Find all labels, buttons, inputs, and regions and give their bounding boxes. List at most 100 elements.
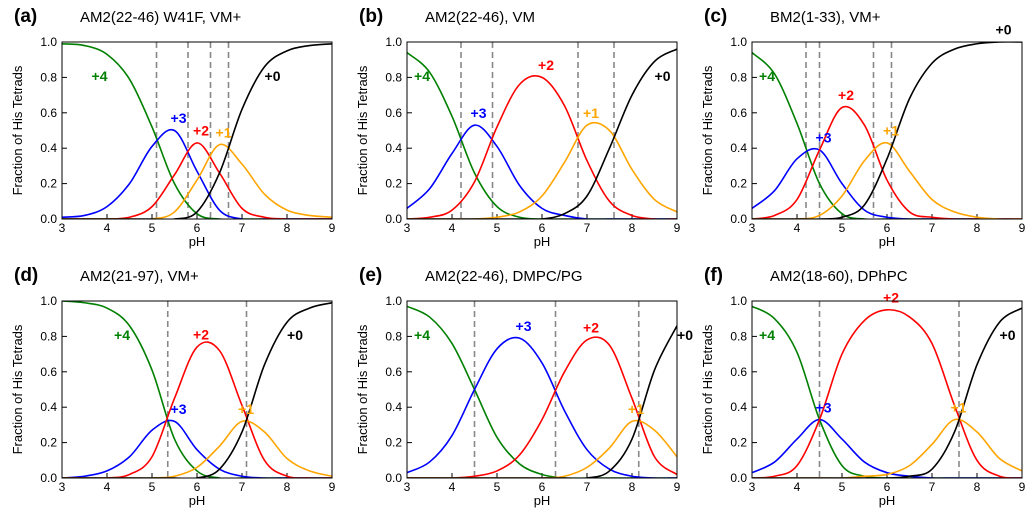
x-axis-label: pH (534, 493, 551, 508)
x-axis-label: pH (879, 234, 896, 249)
x-tick-label: 3 (59, 480, 66, 494)
x-tick-label: 9 (1019, 480, 1026, 494)
y-tick-label: 1.0 (730, 294, 747, 308)
series-label: +4 (759, 327, 775, 343)
x-tick-label: 3 (749, 480, 756, 494)
y-tick-label: 0.2 (385, 436, 402, 450)
series-line (407, 121, 677, 219)
x-axis-label: pH (189, 234, 206, 249)
x-tick-label: 6 (539, 480, 546, 494)
series-label: +2 (583, 320, 599, 336)
series-label: +1 (216, 124, 232, 140)
y-tick-label: 0.6 (385, 365, 402, 379)
y-tick-label: 0.2 (730, 177, 747, 191)
x-tick-label: 4 (794, 221, 801, 235)
y-axis-label: Fraction of His Tetrads (700, 324, 715, 454)
series-label: +2 (838, 87, 854, 103)
x-tick-label: 7 (584, 480, 591, 494)
y-axis-label: Fraction of His Tetrads (10, 65, 25, 195)
series-label: +1 (628, 401, 644, 417)
x-tick-label: 4 (794, 480, 801, 494)
series-line (752, 308, 1022, 478)
y-axis-label: Fraction of His Tetrads (700, 65, 715, 195)
y-tick-label: 0.0 (385, 212, 402, 226)
curves (752, 305, 1022, 478)
plot-frame (61, 41, 333, 220)
panel-title: AM2(22-46), VM (425, 9, 535, 26)
series-line (752, 147, 1022, 219)
series-line (407, 51, 677, 219)
series-label: +3 (171, 110, 187, 126)
y-tick-label: 0.4 (730, 400, 747, 414)
curves (62, 42, 332, 219)
x-tick-label: 5 (839, 480, 846, 494)
x-tick-label: 3 (404, 221, 411, 235)
series-label: +4 (92, 68, 108, 84)
series-line (752, 418, 1022, 478)
curves (752, 42, 1022, 219)
series-label: +4 (759, 68, 775, 84)
x-tick-label: 8 (974, 221, 981, 235)
y-tick-label: 0.0 (385, 471, 402, 485)
plot-frame (751, 41, 1023, 220)
series-line (62, 341, 332, 478)
series-line (407, 336, 677, 478)
series-line (407, 48, 677, 219)
series-line (62, 42, 332, 219)
series-label: +1 (583, 105, 599, 121)
series-label: +4 (414, 68, 430, 84)
y-tick-label: 1.0 (40, 35, 57, 49)
x-tick-label: 4 (104, 221, 111, 235)
y-tick-label: 0.8 (730, 329, 747, 343)
series-label: +4 (414, 327, 430, 343)
series-label: +0 (265, 68, 281, 84)
panel: (c) BM2(1-33), VM+ 0.0 0.2 0.4 0.6 0.8 1.0 3 4 5 6 7… (700, 6, 1026, 249)
panel-label: (b) (359, 6, 383, 27)
series-label: +2 (883, 290, 899, 306)
x-tick-label: 7 (929, 221, 936, 235)
series-label: +0 (996, 22, 1012, 38)
panel: (d) AM2(21-97), VM+ 0.0 0.2 0.4 0.6 0.8 1.0 3 4 5 6… (10, 265, 336, 508)
plot-frame (406, 41, 678, 220)
y-tick-label: 0.8 (40, 329, 57, 343)
y-tick-label: 0.4 (385, 400, 402, 414)
x-tick-label: 8 (284, 480, 291, 494)
x-tick-label: 9 (329, 221, 336, 235)
y-tick-label: 0.4 (385, 141, 402, 155)
panel: (f) AM2(18-60), DPhPC 0.0 0.2 0.4 0.6 0.8 1.0 3 4… (700, 265, 1026, 508)
x-tick-label: 5 (494, 221, 501, 235)
y-tick-label: 0.2 (385, 177, 402, 191)
series-line (407, 325, 677, 478)
plot-frame (406, 300, 678, 479)
series-line (407, 419, 677, 478)
y-tick-label: 1.0 (40, 294, 57, 308)
x-tick-label: 6 (539, 221, 546, 235)
panel: (e) AM2(22-46), DMPC/PG 0.0 0.2 0.4 0.6 0.8 1.0… (355, 265, 693, 508)
panel-label: (a) (14, 6, 37, 27)
panel-title: AM2(21-97), VM+ (80, 268, 199, 285)
y-tick-label: 0.4 (40, 400, 57, 414)
panel-title: AM2(22-46) W41F, VM+ (80, 9, 242, 26)
series-line (752, 141, 1022, 219)
y-tick-label: 0.6 (40, 365, 57, 379)
series-label: +2 (193, 123, 209, 139)
x-tick-label: 8 (629, 480, 636, 494)
y-tick-label: 0.8 (385, 70, 402, 84)
series-line (62, 301, 332, 478)
curves (407, 48, 677, 219)
x-tick-label: 8 (974, 480, 981, 494)
x-tick-label: 6 (884, 480, 891, 494)
series-label: +0 (677, 327, 693, 343)
series-line (62, 419, 332, 478)
y-tick-label: 0.2 (40, 177, 57, 191)
series-label: +2 (538, 57, 554, 73)
series-label: +0 (1000, 327, 1016, 343)
series-label: +2 (193, 327, 209, 343)
y-tick-label: 1.0 (730, 35, 747, 49)
x-tick-label: 6 (194, 221, 201, 235)
plot-frame (61, 300, 333, 479)
y-tick-label: 0.4 (40, 141, 57, 155)
panel: (b) AM2(22-46), VM 0.0 0.2 0.4 0.6 0.8 1.0 3 4 5 6 7… (355, 6, 681, 249)
y-tick-label: 0.0 (40, 471, 57, 485)
